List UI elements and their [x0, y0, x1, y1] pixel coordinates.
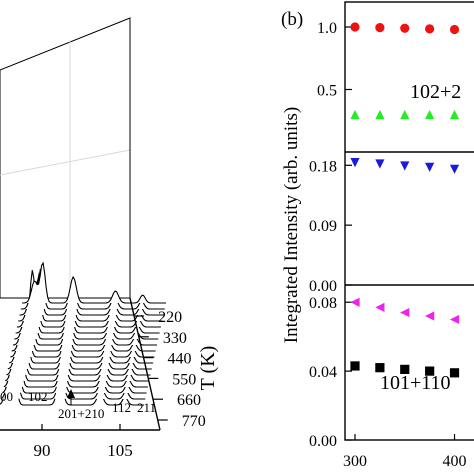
data-point: [375, 109, 385, 120]
data-point: [375, 159, 385, 169]
waterfall-gridline: [0, 149, 131, 176]
peak-label-112: 112: [112, 400, 131, 415]
temperature-tick-label: 550: [172, 371, 196, 388]
waterfall-profile: [11, 310, 156, 352]
x-tick-label-90: 90: [34, 441, 51, 460]
series-label-102-2: 102+2: [410, 81, 461, 103]
waterfall-profile: [22, 261, 167, 304]
waterfall-curves: [0, 261, 167, 406]
b-x-tick-label: 400: [443, 453, 467, 470]
data-point: [449, 368, 460, 378]
waterfall-profile: [12, 302, 157, 346]
data-point: [449, 164, 460, 174]
b-y-tick-label: 0.5: [317, 83, 337, 100]
temperature-tick-label: 770: [182, 413, 206, 430]
data-point: [449, 109, 460, 120]
peak-label-102: 102: [28, 389, 48, 404]
panel-b-points: [350, 22, 460, 378]
b-x-tick-label: 300: [343, 453, 367, 470]
x-tick-label-105: 105: [107, 441, 133, 460]
y-axis-title: Integrated Intensity (arb. units): [281, 107, 302, 343]
temperature-axis-title: T (K): [197, 346, 219, 391]
temperature-tick-label: 440: [168, 351, 192, 368]
data-point: [350, 158, 360, 168]
temperature-tick-label: 330: [163, 330, 187, 347]
data-point: [400, 307, 410, 318]
peak-label-00: 00: [0, 389, 13, 404]
data-point: [449, 24, 460, 35]
data-point: [425, 162, 435, 172]
b-y-tick-label: 0.09: [309, 218, 337, 235]
peak-arrow-head: [67, 389, 75, 398]
data-point: [400, 109, 410, 120]
temperature-ticks: 220 330 440 550 660 770: [134, 309, 206, 430]
data-point: [400, 364, 410, 374]
temperature-axis-line: [129, 297, 161, 431]
series-label-101-110: 101+110: [380, 372, 451, 394]
data-point: [350, 109, 360, 120]
panel-b-ticks: 300 400 0.5 1.0 0.00 0.09 0.18 0.00 0.04 0.08: [309, 20, 467, 470]
waterfall-profile: [7, 326, 152, 370]
data-point: [375, 23, 385, 33]
data-point: [375, 302, 385, 312]
waterfall-back-wall: [0, 17, 131, 299]
waterfall-profile: [8, 319, 154, 364]
data-point: [425, 311, 435, 321]
panel-a-waterfall: 220 330 440 550 660 770 90 105 T (K) 00 102 2…: [0, 17, 219, 460]
data-point: [425, 109, 435, 120]
panel-b-label: (b): [281, 9, 303, 30]
data-point: [350, 22, 360, 32]
panel-b-frame: [344, 1, 474, 441]
waterfall-profile: [10, 314, 155, 358]
data-point: [375, 363, 385, 373]
temperature-tick-label: 220: [158, 309, 182, 326]
b-y-tick-label: 0.04: [309, 364, 337, 381]
b-y-tick-label: 0.08: [309, 295, 337, 312]
data-point: [350, 297, 360, 307]
panel-b-integrated-intensity: (b) Integrated Intensity (arb. units) 30…: [281, 1, 474, 470]
data-point: [400, 23, 410, 33]
peak-label-201-210: 201+210: [58, 406, 104, 421]
data-point: [449, 314, 460, 325]
temperature-tick-label: 660: [177, 392, 201, 409]
data-point: [350, 361, 360, 371]
b-y-tick-label: 0.00: [309, 278, 337, 295]
b-y-tick-label: 0.00: [309, 433, 337, 450]
data-point: [400, 161, 410, 171]
peak-label-211: 211: [137, 400, 156, 415]
data-point: [425, 24, 435, 34]
b-y-tick-label: 1.0: [317, 20, 337, 37]
data-point: [425, 366, 435, 376]
b-y-tick-label: 0.18: [309, 158, 337, 175]
